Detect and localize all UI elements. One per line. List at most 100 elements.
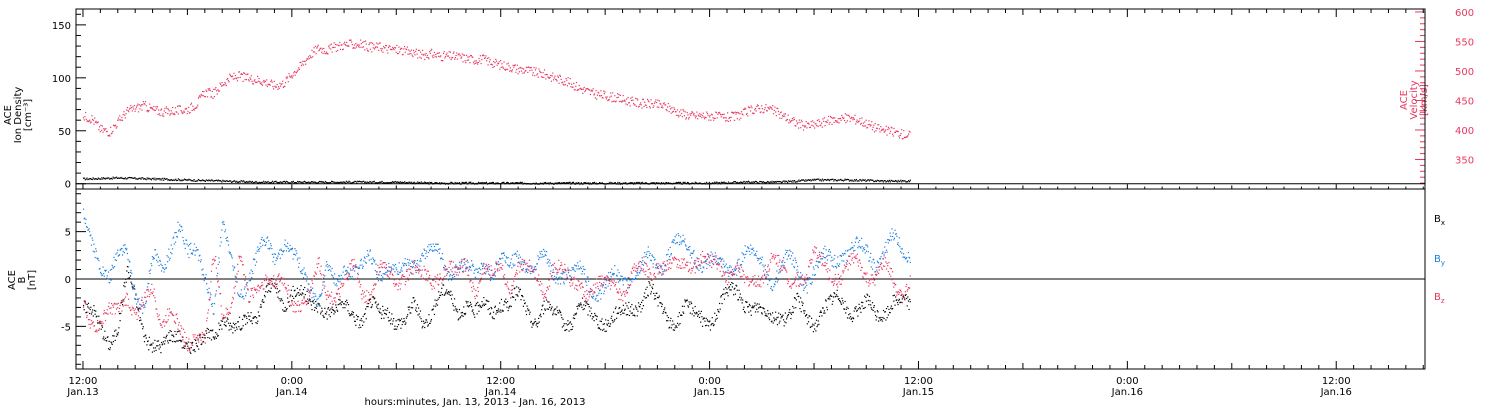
by-point [424, 257, 426, 260]
bx-point [234, 329, 236, 332]
velocity-point [740, 117, 742, 119]
bx-point [603, 323, 606, 325]
by-point [324, 275, 326, 277]
by-point [423, 248, 425, 250]
velocity-point [191, 109, 193, 112]
density-point [402, 181, 404, 184]
bz-point [86, 316, 88, 319]
bx-point [769, 312, 771, 315]
by-point [144, 306, 146, 308]
by-point [815, 264, 817, 267]
by-point [864, 252, 866, 254]
density-point [857, 180, 859, 182]
density-point [867, 179, 869, 181]
bx-point [698, 310, 700, 312]
by-point [493, 273, 495, 275]
by-point [312, 287, 314, 289]
by-point [849, 248, 851, 251]
density-point [102, 177, 105, 179]
density-point [131, 177, 133, 179]
by-point [400, 269, 402, 271]
by-point [655, 267, 657, 269]
by-point [380, 274, 383, 277]
velocity-point [608, 99, 610, 101]
bx-point [481, 300, 483, 303]
bx-point [514, 299, 517, 301]
velocity-point [582, 88, 585, 90]
velocity-point [588, 89, 590, 91]
by-point [95, 248, 97, 250]
velocity-point [866, 126, 869, 129]
density-point [830, 179, 832, 181]
density-point [307, 181, 309, 183]
density-point [321, 181, 323, 183]
bx-point [578, 305, 581, 307]
bz-point [83, 300, 85, 302]
density-point [284, 181, 287, 184]
bx-point [462, 315, 464, 317]
density-point [250, 181, 253, 183]
bx-point [770, 314, 772, 316]
bx-point [843, 308, 845, 310]
by-point [351, 277, 353, 280]
velocity-point [221, 81, 223, 84]
bx-point [547, 308, 550, 310]
velocity-point [868, 120, 870, 122]
density-point [614, 182, 616, 184]
bx-point [437, 298, 439, 300]
bx-point [362, 315, 364, 317]
bx-point [245, 323, 247, 325]
bx-point [743, 306, 745, 308]
bx-point [262, 299, 264, 301]
density-point [893, 180, 895, 182]
density-point [852, 180, 854, 182]
density-point [828, 180, 831, 182]
by-point [643, 256, 645, 258]
by-point [460, 268, 462, 270]
velocity-point [394, 47, 397, 49]
density-point [633, 182, 636, 184]
velocity-point [575, 81, 578, 84]
bz-point [84, 303, 86, 305]
bx-point [508, 306, 511, 308]
by-point [313, 298, 316, 301]
by-point [884, 246, 886, 248]
by-point [733, 270, 735, 273]
velocity-point [352, 47, 354, 49]
by-point [295, 250, 297, 252]
density-point [742, 181, 744, 183]
velocity-point [630, 97, 632, 99]
bx-point [213, 338, 216, 340]
velocity-point [408, 49, 410, 51]
velocity-point [704, 116, 706, 118]
by-point [304, 273, 306, 276]
velocity-point [623, 99, 626, 101]
bx-point [630, 306, 632, 308]
density-point [294, 181, 296, 184]
velocity-point [484, 57, 486, 59]
by-point [110, 268, 113, 270]
density-point [894, 180, 896, 183]
by-point [898, 244, 900, 246]
density-point [216, 179, 218, 181]
by-point [147, 282, 149, 285]
by-point [208, 287, 210, 289]
by-point [189, 248, 191, 250]
bx-point [366, 306, 368, 308]
bx-point [414, 309, 417, 311]
density-point [513, 183, 515, 185]
density-point [438, 182, 441, 184]
velocity-point [433, 51, 436, 54]
velocity-point [689, 113, 691, 115]
by-point [504, 260, 506, 262]
density-point [563, 181, 565, 184]
density-point [848, 180, 851, 182]
density-point [358, 180, 361, 182]
by-point [622, 284, 624, 286]
velocity-point [393, 49, 395, 51]
bx-point [609, 323, 612, 325]
density-point [553, 183, 556, 185]
density-point [119, 177, 121, 179]
density-point [767, 180, 769, 183]
bx-point [890, 305, 892, 307]
